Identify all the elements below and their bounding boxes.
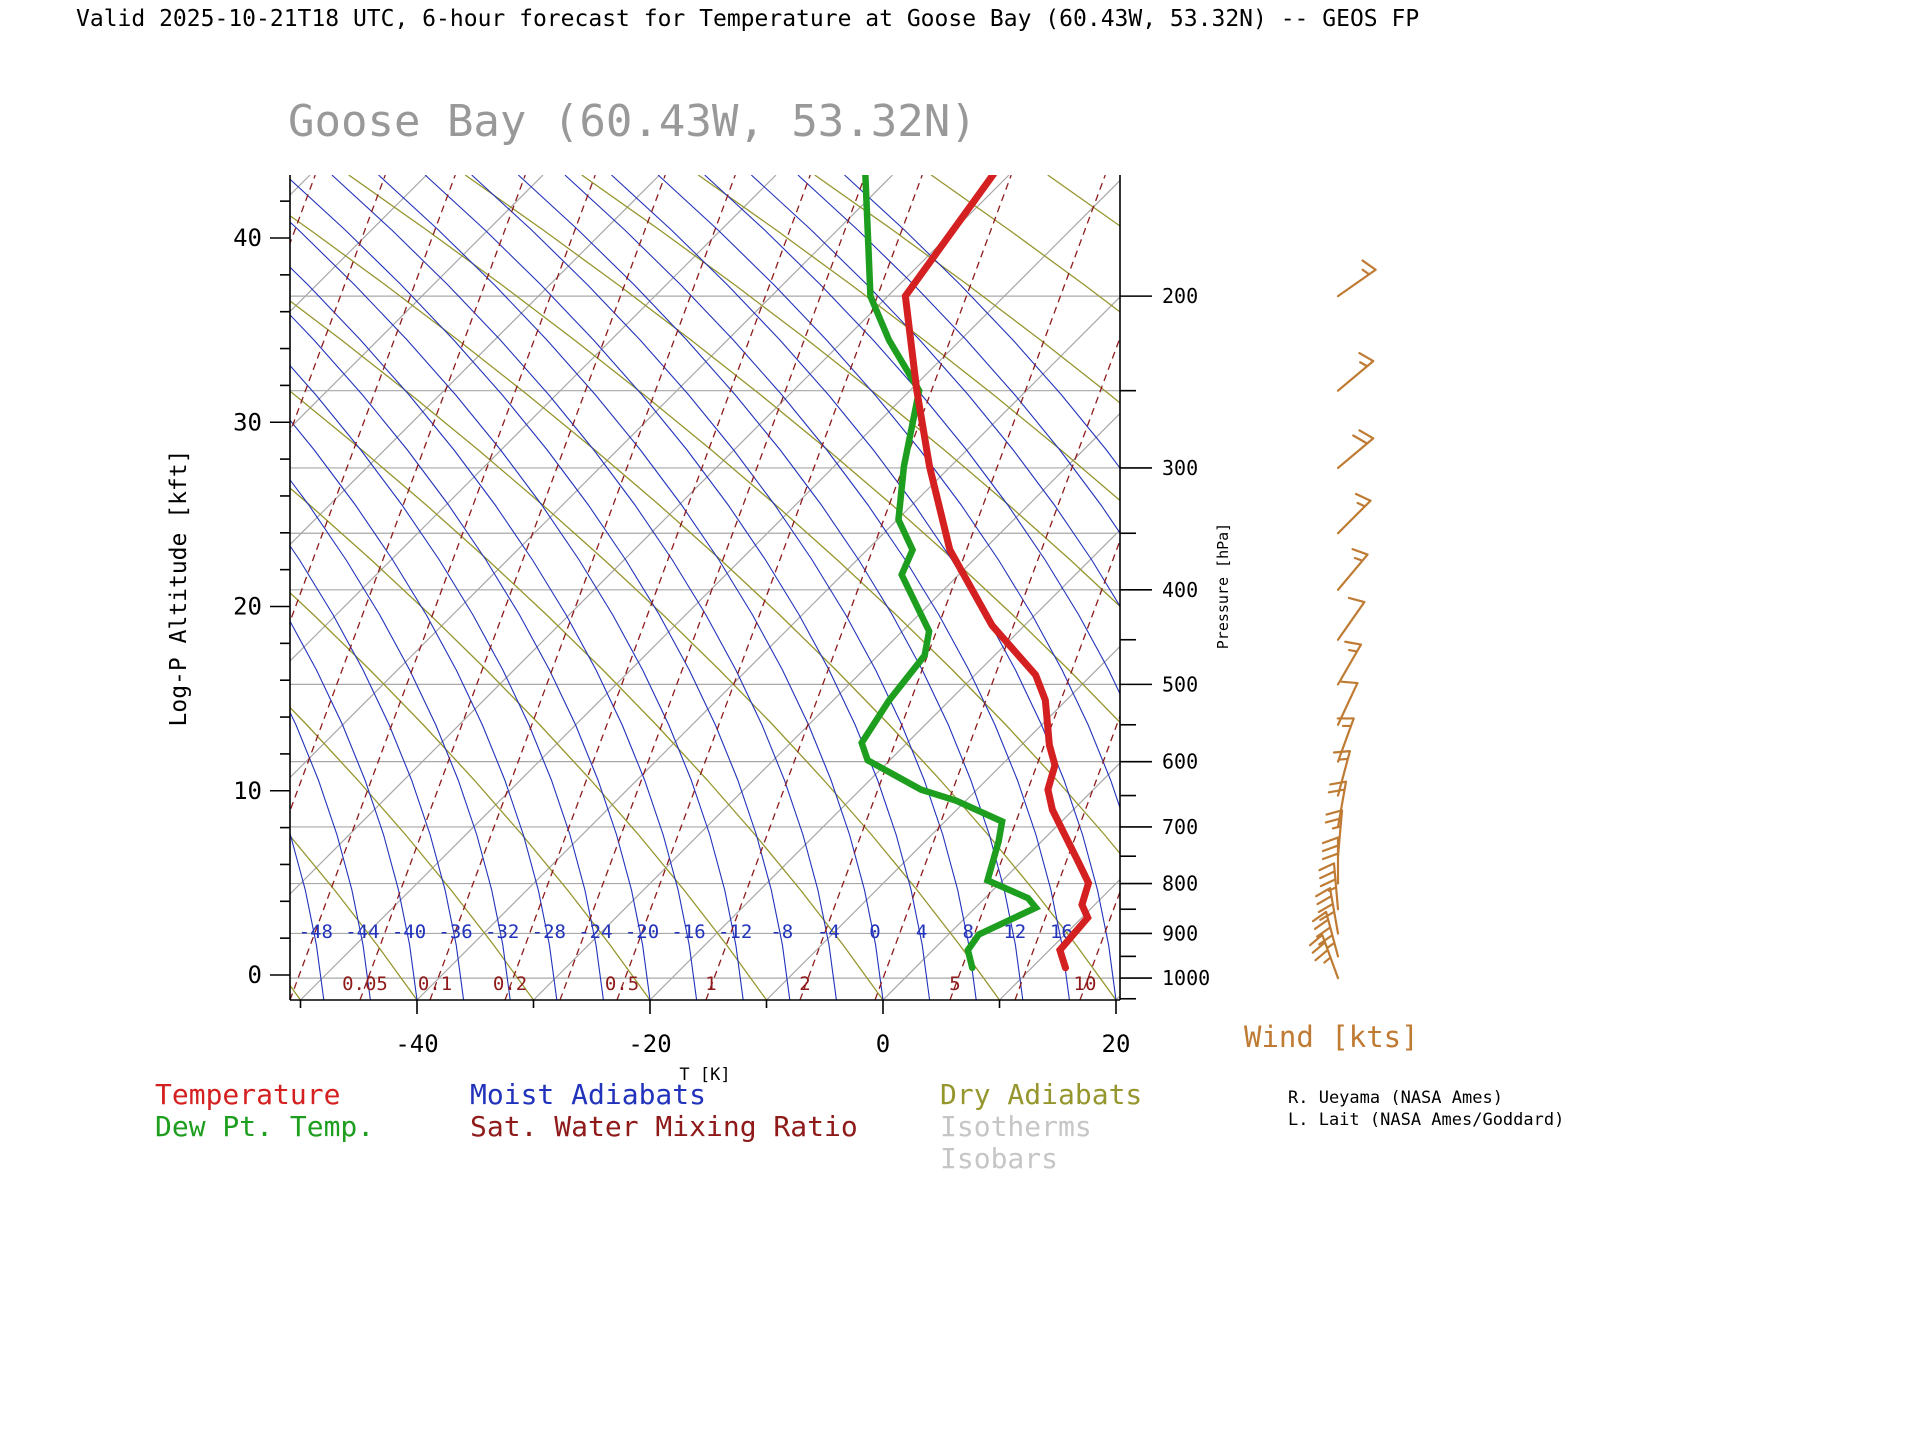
- chart-title: Goose Bay (60.43W, 53.32N): [288, 96, 977, 147]
- mixing-ratio-lines: [290, 175, 1120, 1000]
- isotherms: [290, 175, 1120, 1000]
- wind-barb: [1336, 352, 1375, 392]
- svg-text:-4: -4: [817, 921, 840, 943]
- svg-text:700: 700: [1162, 815, 1198, 839]
- svg-text:1000: 1000: [1162, 966, 1210, 990]
- wind-barb: [1336, 596, 1366, 641]
- svg-text:-20: -20: [625, 921, 659, 943]
- svg-text:0.1: 0.1: [418, 973, 452, 995]
- svg-text:20: 20: [1102, 1030, 1131, 1058]
- skewt-background: [290, 175, 1120, 1000]
- dry-adiabats: [290, 175, 1120, 1000]
- svg-text:-28: -28: [532, 921, 566, 943]
- svg-text:900: 900: [1162, 921, 1198, 945]
- svg-text:4: 4: [916, 921, 927, 943]
- svg-text:600: 600: [1162, 750, 1198, 774]
- legend-mixing-ratio: Sat. Water Mixing Ratio: [470, 1110, 858, 1143]
- svg-text:1: 1: [705, 973, 716, 995]
- svg-text:-40: -40: [392, 921, 426, 943]
- svg-text:0: 0: [248, 961, 262, 989]
- credit-line-2: L. Lait (NASA Ames/Goddard): [1288, 1110, 1565, 1130]
- svg-text:-48: -48: [299, 921, 333, 943]
- svg-text:Log-P Altitude [kft]: Log-P Altitude [kft]: [166, 450, 192, 727]
- wind-barb: [1336, 717, 1355, 763]
- svg-text:2: 2: [799, 973, 810, 995]
- svg-text:-44: -44: [345, 921, 379, 943]
- svg-text:800: 800: [1162, 872, 1198, 896]
- svg-text:400: 400: [1162, 578, 1198, 602]
- svg-text:-40: -40: [395, 1030, 438, 1058]
- svg-text:0.5: 0.5: [605, 973, 639, 995]
- svg-text:30: 30: [233, 408, 262, 436]
- svg-text:-36: -36: [438, 921, 472, 943]
- svg-text:-32: -32: [485, 921, 519, 943]
- wind-barb: [1336, 259, 1377, 298]
- svg-text:0.05: 0.05: [342, 973, 388, 995]
- legend-isobars: Isobars: [940, 1142, 1059, 1175]
- wind-barb: [1308, 933, 1340, 980]
- svg-text:T [K]: T [K]: [679, 1065, 730, 1085]
- wind-barb: [1336, 640, 1363, 686]
- header-title: Valid 2025-10-21T18 UTC, 6-hour forecast…: [76, 6, 1420, 32]
- svg-text:500: 500: [1162, 672, 1198, 696]
- wind-barb: [1318, 862, 1340, 911]
- wind-barb: [1311, 910, 1340, 958]
- wind-barb: [1321, 836, 1340, 885]
- dewpoint-profile-line: [858, 175, 1042, 972]
- svg-text:0: 0: [869, 921, 880, 943]
- axes-frame: [270, 175, 1152, 1014]
- wind-barb: [1315, 887, 1340, 935]
- svg-text:-12: -12: [718, 921, 752, 943]
- temperature-profile-line: [901, 175, 1093, 972]
- wind-barb: [1336, 548, 1369, 591]
- wind-barb: [1336, 492, 1372, 535]
- wind-barb: [1324, 809, 1344, 858]
- svg-text:40: 40: [233, 224, 262, 252]
- wind-barb: [1332, 750, 1352, 797]
- legend-dry-adiabats: Dry Adiabats: [940, 1078, 1143, 1111]
- svg-text:10: 10: [1074, 973, 1097, 995]
- svg-text:-24: -24: [578, 921, 612, 943]
- svg-text:300: 300: [1162, 456, 1198, 480]
- svg-text:8: 8: [962, 921, 973, 943]
- credit-line-1: R. Ueyama (NASA Ames): [1288, 1088, 1503, 1108]
- wind-barbs: [1308, 259, 1377, 980]
- svg-text:Pressure [hPa]: Pressure [hPa]: [1214, 523, 1232, 649]
- legend-temperature: Temperature: [155, 1078, 341, 1111]
- svg-text:-20: -20: [628, 1030, 671, 1058]
- in-plot-labels: -48 -44 -40 -36 -32 -28 -24 -20 -16 -12 -8 -4 0 4 8 12 1…: [299, 921, 1097, 995]
- svg-text:20: 20: [233, 593, 262, 621]
- moist-adiabats: [290, 175, 1120, 1000]
- svg-text:12: 12: [1003, 921, 1026, 943]
- svg-text:-8: -8: [770, 921, 793, 943]
- wind-units-label: Wind [kts]: [1244, 1020, 1419, 1054]
- svg-text:0: 0: [876, 1030, 890, 1058]
- svg-text:10: 10: [233, 777, 262, 805]
- legend-moist-adiabats: Moist Adiabats: [470, 1078, 707, 1111]
- svg-text:5: 5: [949, 973, 960, 995]
- svg-text:-16: -16: [671, 921, 705, 943]
- svg-text:200: 200: [1162, 284, 1198, 308]
- legend-isotherms: Isotherms: [940, 1110, 1092, 1143]
- wind-barb: [1336, 429, 1375, 470]
- svg-text:0.2: 0.2: [493, 973, 527, 995]
- legend-dewpoint: Dew Pt. Temp.: [155, 1110, 375, 1143]
